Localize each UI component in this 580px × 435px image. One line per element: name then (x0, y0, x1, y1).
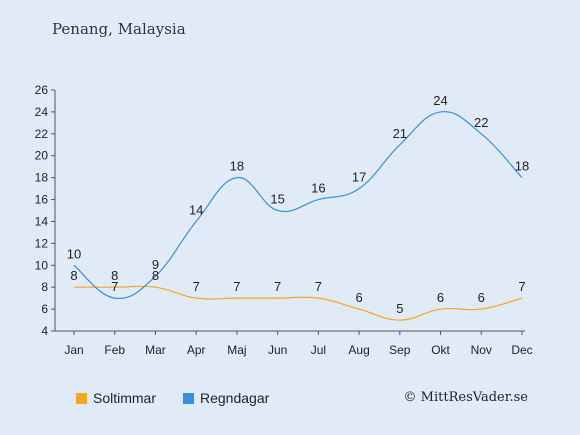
data-label-sun: 8 (152, 268, 159, 283)
data-label-rain: 14 (189, 202, 203, 217)
legend-label-rain: Regndagar (200, 390, 270, 406)
data-label-rain: 22 (474, 115, 488, 130)
legend-swatch-rain (183, 392, 194, 404)
x-tick-label: Nov (471, 343, 492, 357)
y-tick-label: 26 (35, 83, 49, 97)
legend-item-sun: Soltimmar (76, 390, 156, 406)
x-tick-label: Feb (104, 343, 125, 357)
data-label-rain: 10 (67, 246, 81, 261)
x-tick-label: Sep (389, 343, 411, 357)
x-tick-label: Mar (145, 343, 166, 357)
data-label-sun: 7 (315, 279, 322, 294)
series-line-sun (73, 285, 523, 321)
data-label-sun: 7 (233, 279, 240, 294)
y-tick-label: 14 (35, 214, 49, 228)
x-tick-label: Okt (431, 343, 450, 357)
series-line-rain (73, 111, 523, 300)
y-tick-label: 12 (35, 236, 49, 250)
data-label-rain: 18 (515, 159, 529, 174)
y-tick-label: 20 (35, 149, 49, 163)
x-tick-label: Maj (227, 343, 246, 357)
credit-text: © MittResVader.se (403, 390, 528, 405)
data-label-rain: 18 (230, 159, 244, 174)
data-label-rain: 24 (433, 93, 447, 108)
data-label-sun: 8 (111, 268, 118, 283)
data-label-rain: 7 (111, 279, 118, 294)
data-label-sun: 7 (193, 279, 200, 294)
y-tick-label: 22 (35, 127, 49, 141)
data-label-rain: 15 (270, 192, 284, 207)
data-label-sun: 5 (396, 301, 403, 316)
x-tick-label: Jul (311, 343, 326, 357)
data-label-sun: 7 (518, 279, 525, 294)
x-tick-label: Apr (187, 343, 206, 357)
y-tick-label: 10 (35, 258, 49, 272)
y-tick-label: 4 (41, 324, 48, 338)
y-tick-label: 6 (41, 302, 48, 316)
data-label-sun: 8 (70, 268, 77, 283)
data-label-rain: 21 (393, 126, 407, 141)
y-tick-label: 24 (35, 105, 49, 119)
data-label-sun: 6 (355, 290, 362, 305)
x-tick-label: Jun (268, 343, 287, 357)
chart-title: Penang, Malaysia (52, 20, 186, 38)
y-tick-label: 16 (35, 193, 49, 207)
y-tick-label: 8 (41, 280, 48, 294)
x-tick-label: Dec (511, 343, 532, 357)
x-tick-label: Jan (64, 343, 83, 357)
legend-label-sun: Soltimmar (93, 390, 157, 406)
data-label-sun: 6 (478, 290, 485, 305)
series-lines (73, 111, 523, 321)
y-tick-label: 18 (35, 171, 49, 185)
data-label-rain: 16 (311, 181, 325, 196)
axes: 4 6 8 10 12 14 16 18 20 22 24 26 Jan Feb Mar Apr Maj Jun J… (35, 83, 533, 357)
data-label-rain: 17 (352, 170, 366, 185)
data-label-sun: 7 (274, 279, 281, 294)
legend-swatch-sun (76, 392, 87, 404)
data-label-rain: 9 (152, 257, 159, 272)
x-tick-label: Aug (348, 343, 369, 357)
data-label-sun: 6 (437, 290, 444, 305)
legend-item-rain: Regndagar (183, 390, 269, 406)
